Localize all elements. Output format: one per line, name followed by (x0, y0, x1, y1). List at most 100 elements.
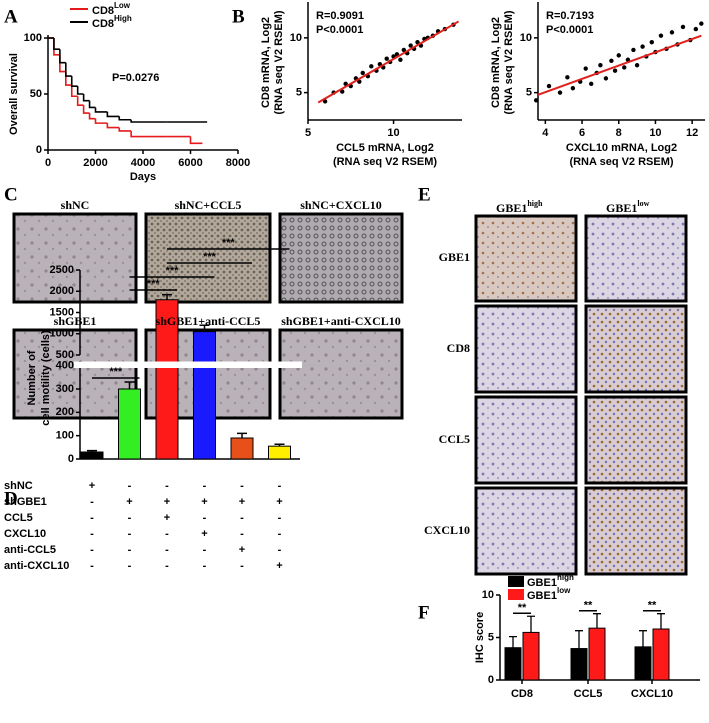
point (616, 53, 621, 58)
legend-label: GBE1low (527, 586, 571, 602)
y-tick-label: 300 (56, 383, 74, 395)
micrograph (278, 328, 404, 420)
condition-sign: - (203, 560, 207, 572)
condition-sign: + (276, 496, 282, 508)
y-axis-label: cell motility (cells) (40, 330, 52, 426)
y-tick-label: 50 (30, 88, 42, 100)
survival-step (118, 127, 132, 132)
point (401, 47, 407, 53)
column-label-main: GBE1 (606, 201, 637, 215)
y-tick-label: 5 (526, 87, 532, 99)
point (583, 66, 588, 71)
condition-sign: - (203, 544, 207, 556)
point (609, 58, 614, 64)
survival-step (106, 111, 120, 118)
ihc-image (474, 214, 578, 303)
y-tick-label: 100 (56, 430, 74, 442)
condition-sign: + (89, 480, 95, 492)
survival-step (65, 71, 72, 86)
survival-step (76, 86, 84, 95)
condition-sign: - (128, 480, 132, 492)
condition-sign: - (278, 480, 282, 492)
point (408, 43, 413, 48)
image-label: shGBE1+anti-CCL5 (156, 314, 261, 328)
condition-sign: - (90, 560, 94, 572)
condition-sign: - (90, 544, 94, 556)
image-label: shGBE1 (54, 314, 97, 328)
y-tick-label: 2000 (50, 285, 74, 297)
point (546, 83, 552, 89)
image-label: shGBE1+anti-CXCL10 (281, 314, 401, 328)
legend-swatch (508, 589, 524, 600)
legend-label-sup: low (557, 586, 571, 595)
significance-label: *** (109, 366, 123, 378)
error-bar (237, 432, 247, 438)
bar (80, 451, 104, 460)
survival-step (118, 116, 132, 121)
panel-letter: E (418, 184, 431, 205)
legend-label-main: CD8 (92, 18, 114, 30)
column-label-sup: high (527, 199, 543, 208)
x-axis-label: CCL5 mRNA, Log2 (336, 142, 434, 154)
condition-sign: - (240, 528, 244, 540)
condition-sign: - (90, 528, 94, 540)
x-tick-label: 10 (387, 127, 399, 139)
condition-sign: - (165, 560, 169, 572)
micrograph (144, 212, 272, 304)
survival-step (94, 118, 108, 124)
condition-sign: - (165, 528, 169, 540)
survival-step (94, 107, 108, 113)
ihc-image (584, 304, 688, 394)
point (622, 65, 627, 70)
y-axis-label: (RNA seq V2 RSEM) (273, 10, 285, 114)
condition-sign: + (201, 496, 207, 508)
error-bar (527, 615, 535, 633)
point (570, 86, 576, 91)
y-tick-label: 2500 (50, 264, 74, 276)
x-tick-label: 4000 (131, 157, 155, 169)
legend-swatch (508, 576, 524, 587)
x-tick-label: CXCL10 (631, 688, 673, 700)
point (693, 26, 699, 32)
legend-label-main: GBE1 (527, 577, 557, 589)
bar (230, 437, 254, 460)
y-axis-label: CD8 mRNA, Log2 (490, 17, 502, 108)
y-axis-label: (RNA seq V2 RSEM) (503, 10, 515, 114)
y-tick-label: 0 (68, 453, 74, 465)
condition-sign: + (239, 496, 245, 508)
y-tick-label: 500 (56, 349, 74, 361)
panel-letter: F (418, 602, 430, 623)
bar (504, 647, 522, 681)
row-label: CD8 (447, 341, 470, 355)
image-label: shNC+CXCL10 (300, 198, 382, 212)
point (640, 44, 645, 49)
x-tick-label: 0 (45, 157, 51, 169)
condition-sign: - (165, 544, 169, 556)
y-axis-label: IHC score (474, 612, 486, 663)
panel-letter: C (4, 184, 18, 205)
point (360, 70, 365, 76)
panel-letter: B (232, 6, 245, 27)
significance-label: *** (147, 278, 161, 290)
condition-sign: - (128, 544, 132, 556)
condition-label: CXCL10 (4, 528, 46, 540)
micrograph (12, 328, 138, 420)
point (398, 57, 403, 62)
legend-label-main: CD8 (92, 5, 114, 17)
ihc-image (474, 486, 578, 576)
condition-sign: - (278, 512, 282, 524)
survival-step (59, 49, 66, 64)
legend-label: CD8High (92, 14, 132, 30)
error-bar (162, 293, 172, 300)
survival-step (53, 38, 60, 56)
condition-sign: - (278, 528, 282, 540)
y-axis-label: Number of (26, 350, 38, 405)
legend-label: CD8Low (92, 1, 131, 17)
y-tick-label: 400 (56, 360, 74, 372)
survival-step (189, 136, 203, 145)
ihc-image (474, 304, 578, 394)
column-label: GBE1high (496, 199, 543, 215)
x-tick-label: 4 (542, 127, 549, 139)
condition-sign: - (203, 512, 207, 524)
survival-step (53, 38, 60, 50)
